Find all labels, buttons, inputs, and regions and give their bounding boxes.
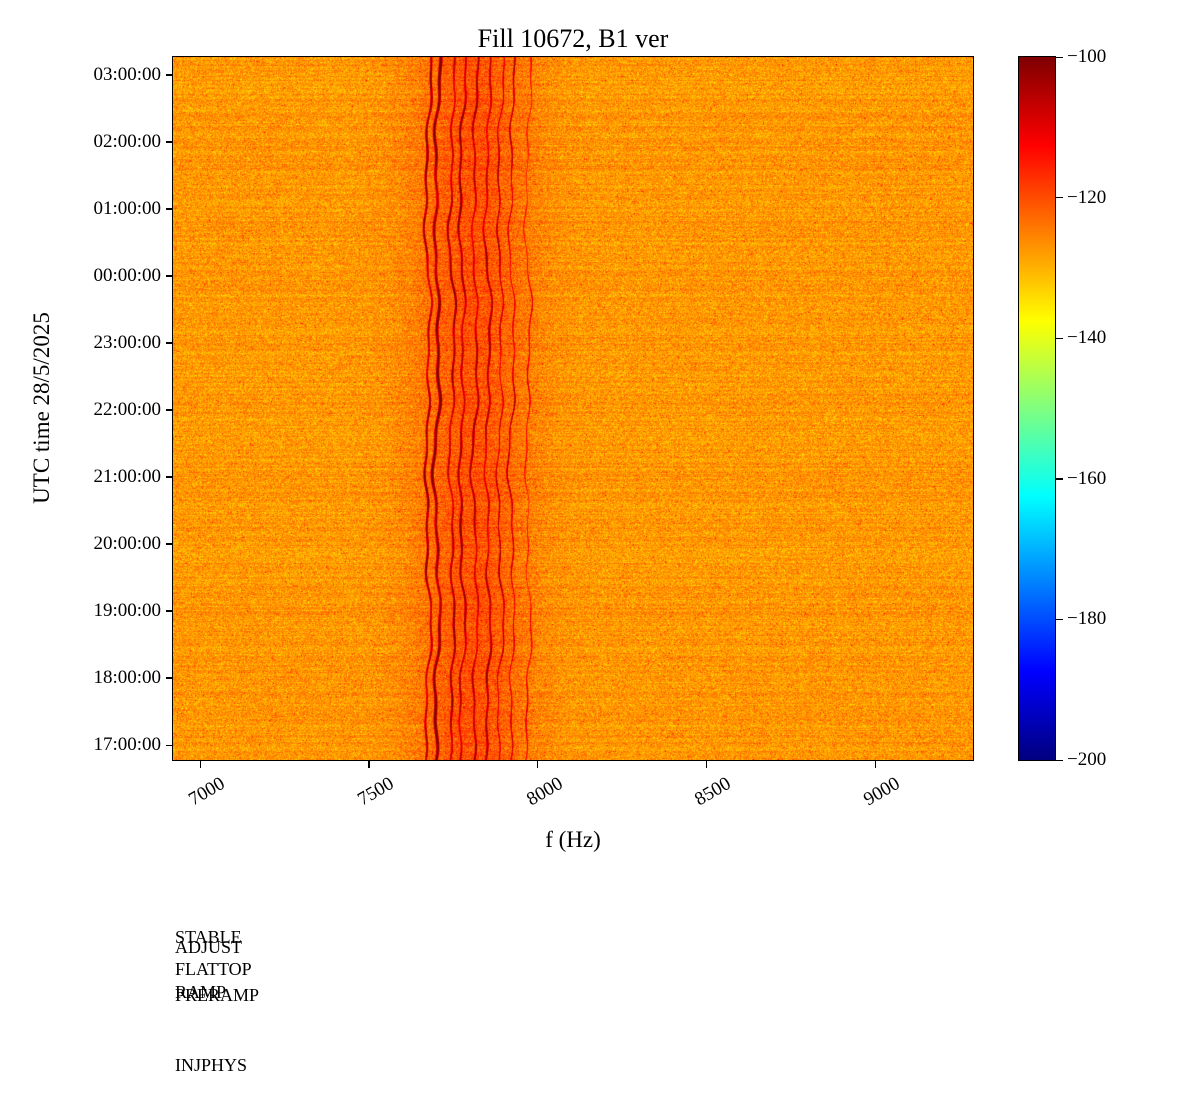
y-tick-label: 23:00:00	[93, 331, 161, 353]
y-tick-mark	[166, 74, 173, 76]
y-tick-label: 18:00:00	[93, 666, 161, 688]
y-tick-label: 02:00:00	[93, 130, 161, 152]
x-tick-label: 8000	[522, 773, 567, 811]
colorbar-tick-label: −180	[1067, 608, 1107, 630]
x-tick-label: 7000	[185, 773, 229, 811]
plot-area	[172, 56, 974, 761]
colorbar-tick-label: −200	[1067, 749, 1107, 770]
x-tick-label: 8500	[691, 773, 735, 811]
y-tick-mark	[166, 409, 173, 411]
x-axis-label: f (Hz)	[545, 827, 601, 852]
beam-mode-label: STABLE	[175, 927, 242, 947]
x-tick-label: 9000	[860, 773, 904, 811]
spectrogram-heatmap-canvas	[173, 57, 973, 760]
x-tick-mark	[537, 761, 539, 768]
colorbar-tick-mark	[1056, 197, 1063, 199]
y-axis-label-text: UTC time 28/5/2025	[29, 312, 54, 504]
y-tick-mark	[166, 744, 173, 746]
x-tick-mark	[368, 761, 370, 768]
y-tick-label: 20:00:00	[93, 532, 161, 554]
x-tick-label: 7500	[353, 773, 398, 811]
colorbar-tick-label: −100	[1067, 46, 1107, 67]
colorbar-tick-mark	[1056, 618, 1063, 621]
y-tick-mark	[166, 141, 173, 143]
colorbar-tick-mark	[1056, 56, 1063, 58]
y-tick-label: 22:00:00	[93, 398, 161, 420]
colorbar-gradient-canvas	[1019, 57, 1055, 760]
colorbar-tick-mark	[1056, 337, 1063, 340]
beam-mode-label: PRERAMP	[175, 985, 260, 1005]
y-tick-label: 17:00:00	[93, 734, 161, 756]
colorbar-tick-label: −140	[1067, 327, 1107, 349]
y-tick-label: 21:00:00	[93, 465, 161, 487]
beam-mode-label: RAMP	[175, 982, 227, 1002]
y-tick-mark	[166, 610, 173, 612]
y-tick-label: 00:00:00	[93, 264, 161, 286]
x-tick-mark	[705, 761, 708, 768]
beam-mode-label: FLATTOP	[175, 959, 252, 979]
y-tick-mark	[166, 677, 173, 679]
x-tick-mark	[199, 761, 201, 768]
y-tick-label: 01:00:00	[93, 197, 161, 219]
y-tick-mark	[166, 476, 173, 478]
y-tick-mark	[166, 543, 173, 545]
colorbar-tick-mark	[1056, 759, 1063, 761]
y-tick-mark	[166, 275, 173, 277]
y-tick-mark	[166, 208, 173, 210]
y-tick-label: 19:00:00	[93, 599, 161, 621]
beam-mode-label: INJPHYS	[175, 1055, 248, 1075]
chart-title: Fill 10672, B1 ver	[477, 24, 669, 53]
x-tick-mark	[874, 761, 876, 768]
y-tick-label: 03:00:00	[93, 63, 161, 85]
colorbar-tick-mark	[1056, 478, 1063, 480]
beam-mode-label: ADJUST	[175, 937, 243, 957]
colorbar-tick-label: −160	[1067, 467, 1107, 489]
colorbar-tick-label: −120	[1067, 186, 1107, 208]
y-tick-mark	[166, 342, 173, 344]
colorbar	[1018, 56, 1056, 761]
